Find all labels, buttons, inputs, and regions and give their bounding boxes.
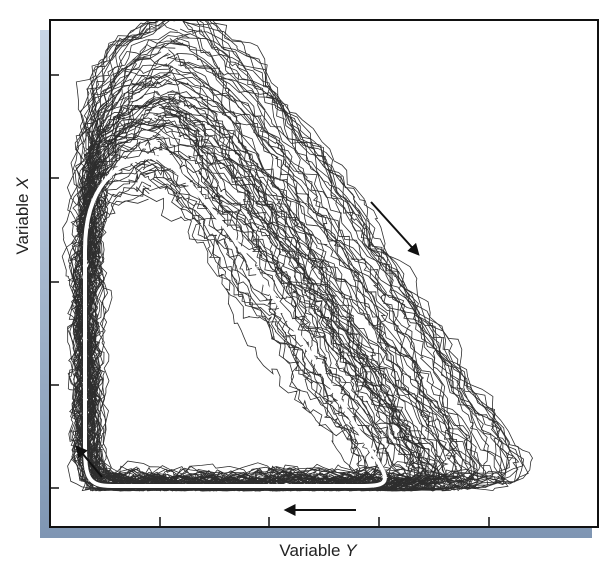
y-axis-label: Variable X — [13, 177, 32, 255]
y-axis-variable: X — [13, 177, 32, 190]
trajectory — [70, 56, 473, 492]
x-axis-variable: Y — [345, 541, 358, 560]
trajectory — [75, 53, 475, 492]
ticks — [51, 74, 490, 526]
flow-arrows — [75, 201, 420, 516]
trajectory — [75, 21, 529, 490]
y-axis-text: Variable — [13, 193, 32, 254]
limit-cycle — [83, 154, 387, 488]
plot-frame — [49, 19, 599, 528]
trajectory — [78, 111, 429, 492]
trajectory — [78, 56, 494, 492]
trajectory — [72, 122, 414, 492]
x-axis-text: Variable — [279, 541, 340, 560]
x-axis-label: Variable Y — [279, 541, 358, 560]
